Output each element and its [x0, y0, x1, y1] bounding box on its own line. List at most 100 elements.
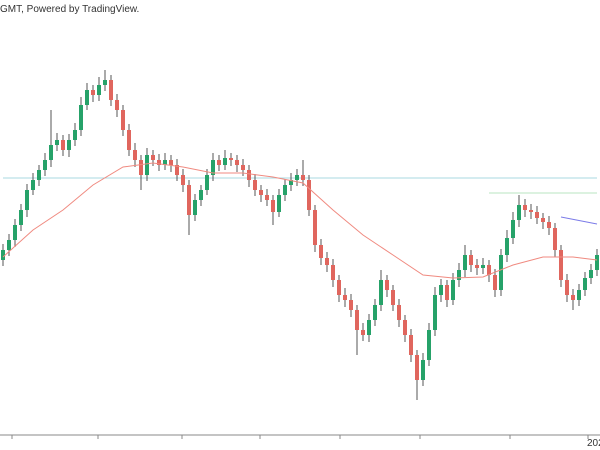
candle-body: [553, 228, 557, 250]
candle-body: [367, 320, 371, 335]
candle-body: [397, 305, 401, 320]
candle-body: [487, 265, 491, 275]
candle-body: [277, 195, 281, 212]
candle-body: [325, 258, 329, 265]
candle-body: [481, 265, 485, 268]
candle-body: [145, 155, 149, 175]
candle-body: [1, 250, 5, 260]
candle-body: [523, 205, 527, 210]
candle-body: [289, 180, 293, 185]
candle-body: [67, 140, 71, 150]
candle-body: [241, 165, 245, 170]
candle-body: [571, 295, 575, 300]
candle-body: [457, 270, 461, 280]
candle-body: [415, 355, 419, 380]
candle-body: [505, 238, 509, 255]
candle-body: [193, 200, 197, 215]
candle-body: [541, 218, 545, 222]
candle-body: [391, 290, 395, 305]
candle-body: [43, 160, 47, 170]
candle-body: [157, 160, 161, 165]
candle-body: [139, 160, 143, 175]
candle-body: [373, 305, 377, 320]
candle-body: [37, 170, 41, 180]
candle-body: [589, 270, 593, 278]
candle-body: [517, 205, 521, 220]
candle-body: [337, 280, 341, 295]
candle-body: [115, 100, 119, 110]
candle-body: [343, 295, 347, 300]
candle-body: [265, 195, 269, 200]
candle-body: [97, 85, 101, 95]
candle-body: [463, 255, 467, 270]
candle-body: [79, 105, 83, 130]
candle-body: [25, 190, 29, 210]
candle-body: [103, 80, 107, 85]
candle-body: [301, 175, 305, 180]
candle-body: [379, 280, 383, 305]
candle-body: [247, 170, 251, 180]
candle-body: [259, 190, 263, 195]
candle-body: [547, 222, 551, 228]
candle-body: [445, 285, 449, 300]
candle-body: [295, 175, 299, 180]
candle-body: [421, 360, 425, 380]
candle-body: [133, 150, 137, 160]
candle-body: [583, 278, 587, 290]
candle-body: [19, 210, 23, 225]
candle-body: [355, 310, 359, 330]
candle-body: [385, 280, 389, 290]
candle-body: [361, 330, 365, 335]
candle-body: [61, 140, 65, 150]
moving-average: [2, 162, 598, 279]
candle-body: [229, 158, 233, 160]
candle-body: [535, 212, 539, 218]
candle-body: [205, 175, 209, 190]
candle-body: [223, 158, 227, 165]
candle-body: [31, 180, 35, 190]
candle-body: [13, 225, 17, 240]
candle-body: [319, 245, 323, 258]
candle-body: [511, 220, 515, 238]
candle-body: [253, 180, 257, 190]
candle-body: [493, 275, 497, 290]
candle-body: [529, 210, 533, 212]
candle-body: [151, 155, 155, 160]
candle-body: [307, 180, 311, 210]
candle-body: [169, 160, 173, 165]
candle-body: [499, 255, 503, 290]
candle-body: [109, 80, 113, 100]
header: GMT, Powered by TradingView.: [0, 4, 139, 15]
level-line: [560, 216, 598, 225]
candle-body: [331, 265, 335, 280]
candle-body: [565, 280, 569, 295]
candle-body: [121, 110, 125, 130]
candle-body: [271, 200, 275, 212]
candle-body: [55, 140, 59, 145]
candle-body: [283, 185, 287, 195]
candle-body: [7, 240, 11, 250]
candle-body: [235, 160, 239, 165]
candle-body: [313, 210, 317, 245]
candle-body: [427, 330, 431, 360]
candle-body: [403, 320, 407, 335]
candle-body: [181, 175, 185, 185]
candle-body: [439, 285, 443, 295]
candle-body: [577, 290, 581, 300]
candle-body: [349, 300, 353, 310]
candle-body: [469, 255, 473, 265]
candle-body: [73, 130, 77, 140]
candle-body: [199, 190, 203, 200]
candle-body: [127, 130, 131, 150]
x-ticks: [11, 435, 589, 439]
candle-body: [409, 335, 413, 355]
candle-body: [91, 90, 95, 95]
candle-body: [475, 265, 479, 268]
candle-body: [217, 160, 221, 165]
x-tick-label: 202: [587, 438, 600, 449]
candle-body: [85, 90, 89, 105]
candle-body: [595, 255, 599, 270]
candle-body: [175, 165, 179, 175]
